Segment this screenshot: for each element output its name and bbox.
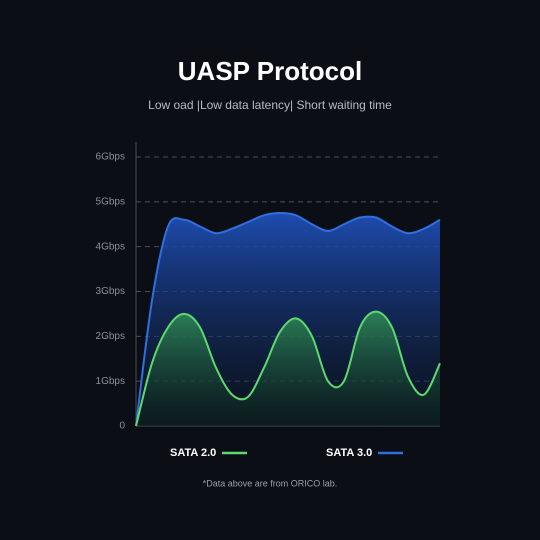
plot: 0 1Gbps 2Gbps 3Gbps 4Gbps 5Gbps 6Gbps SATA 2.0 S… — [96, 142, 441, 459]
chart-title: UASP Protocol — [178, 56, 362, 86]
y-tick-label: 2Gbps — [96, 331, 125, 342]
y-tick-label: 0 — [119, 421, 125, 432]
legend-label: SATA 2.0 — [170, 447, 216, 459]
line — [135, 212, 441, 427]
line — [135, 310, 441, 427]
legend-label: SATA 3.0 — [326, 447, 372, 459]
y-tick-label: 5Gbps — [96, 196, 125, 207]
chart-subtitle: Low oad |Low data latency| Short waiting… — [148, 98, 392, 112]
note: *Data above are from ORICO lab. — [203, 478, 338, 488]
y-tick-label: 6Gbps — [96, 152, 125, 163]
y-tick-label: 4Gbps — [96, 241, 125, 252]
y-tick-label: 3Gbps — [96, 286, 125, 297]
area — [136, 311, 440, 426]
y-tick-label: 1Gbps — [96, 376, 125, 387]
